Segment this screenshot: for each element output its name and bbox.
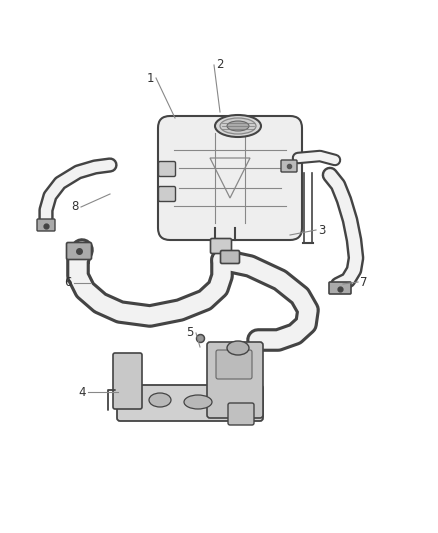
Text: 5: 5 [186,327,194,340]
FancyBboxPatch shape [117,385,263,421]
FancyBboxPatch shape [329,282,351,294]
Ellipse shape [227,341,249,355]
Text: 7: 7 [360,276,368,288]
Text: 4: 4 [78,385,86,399]
Ellipse shape [227,121,249,131]
FancyBboxPatch shape [37,219,55,231]
FancyBboxPatch shape [228,403,254,425]
FancyBboxPatch shape [158,116,302,240]
FancyBboxPatch shape [207,342,263,418]
FancyBboxPatch shape [220,251,240,263]
Ellipse shape [184,395,212,409]
Text: 2: 2 [216,59,224,71]
Text: 1: 1 [146,71,154,85]
FancyBboxPatch shape [211,238,232,254]
FancyBboxPatch shape [67,243,92,260]
FancyBboxPatch shape [159,187,176,201]
FancyBboxPatch shape [113,353,142,409]
Text: 3: 3 [318,223,326,237]
Text: 8: 8 [71,200,79,214]
Text: 6: 6 [64,277,72,289]
FancyBboxPatch shape [281,160,297,172]
FancyBboxPatch shape [216,350,252,379]
Ellipse shape [149,393,171,407]
Ellipse shape [220,118,256,134]
Ellipse shape [215,115,261,137]
FancyBboxPatch shape [159,161,176,176]
